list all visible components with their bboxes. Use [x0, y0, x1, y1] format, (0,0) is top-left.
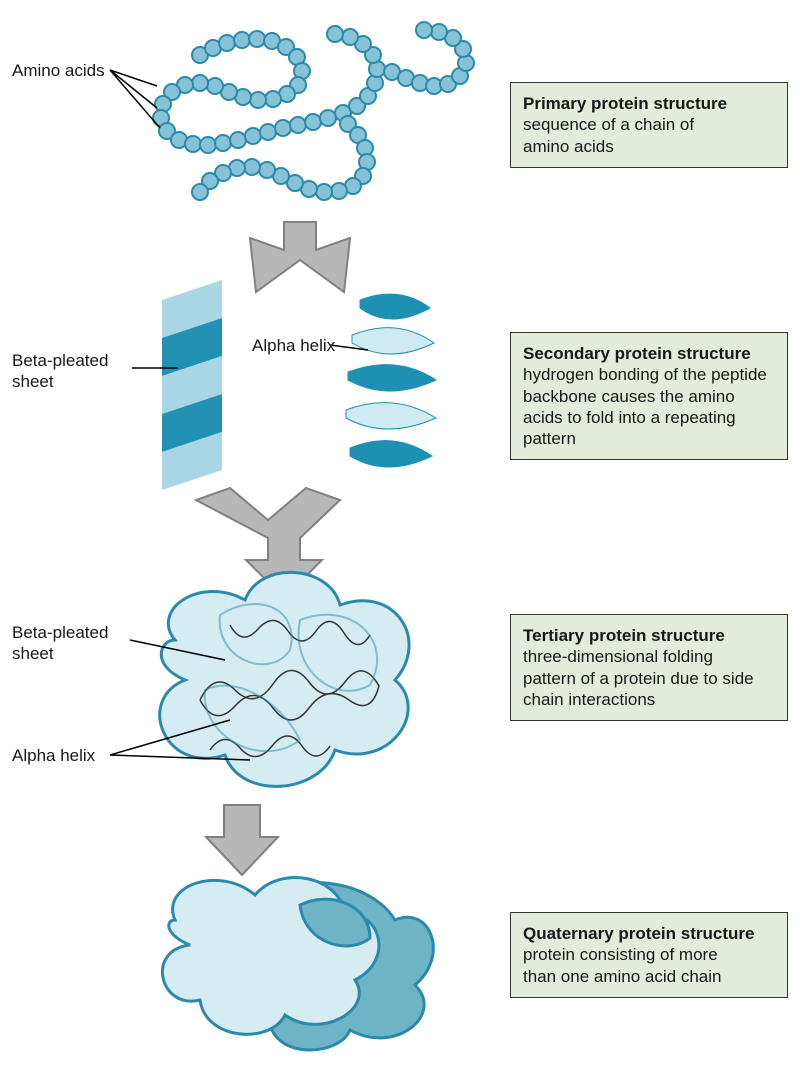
tertiary-title: Tertiary protein structure: [523, 626, 725, 645]
secondary-box: Secondary protein structure hydrogen bon…: [510, 332, 788, 460]
quaternary-title: Quaternary protein structure: [523, 924, 754, 943]
quaternary-text: protein consisting of more than one amin…: [523, 945, 721, 985]
tertiary-box: Tertiary protein structure three-dimensi…: [510, 614, 788, 721]
amino-acids-leaders: [110, 70, 160, 128]
beta-sheet-label-2: Beta-pleated sheet: [12, 622, 108, 665]
quaternary-blob: [162, 878, 433, 1050]
arrow-tertiary-to-quaternary: [206, 805, 278, 875]
beta-sheet-illustration: [162, 280, 222, 490]
quaternary-box: Quaternary protein structure protein con…: [510, 912, 788, 998]
tertiary-blob: [160, 572, 409, 786]
beta-sheet-label-1: Beta-pleated sheet: [12, 350, 108, 393]
tertiary-text: three-dimensional folding pattern of a p…: [523, 647, 754, 709]
amino-acids-label: Amino acids: [12, 60, 105, 81]
primary-box: Primary protein structure sequence of a …: [510, 82, 788, 168]
arrow-primary-to-secondary: [232, 222, 368, 301]
primary-chain: [153, 22, 474, 200]
alpha-helix-label-2: Alpha helix: [12, 745, 95, 766]
primary-title: Primary protein structure: [523, 94, 727, 113]
alpha-helix-label-1: Alpha helix: [252, 335, 335, 356]
primary-text: sequence of a chain of amino acids: [523, 115, 694, 155]
secondary-text: hydrogen bonding of the peptide backbone…: [523, 365, 767, 448]
alpha-helix-illustration: [346, 294, 436, 467]
secondary-title: Secondary protein structure: [523, 344, 751, 363]
